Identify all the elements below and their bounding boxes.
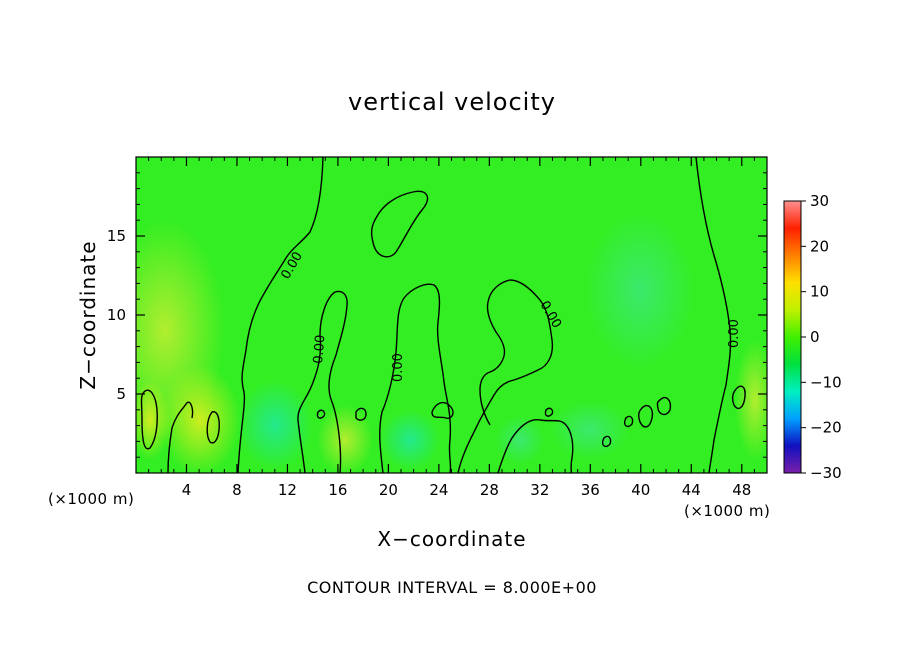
contour-label: 0.00: [391, 353, 406, 382]
x-tick-label: 16: [328, 481, 347, 499]
warm-region: [160, 365, 240, 473]
chart-title: vertical velocity: [348, 88, 556, 116]
cool-region: [380, 410, 440, 470]
colorbar-tick-label: −20: [810, 419, 842, 437]
x-tick-label: 28: [480, 481, 499, 499]
warm-region: [735, 340, 767, 460]
contour-lines: [140, 157, 746, 473]
contour-line: [167, 401, 194, 473]
contour-line: [355, 407, 367, 421]
cool-region: [550, 400, 630, 460]
cool-region: [495, 415, 545, 465]
contour-line: [695, 157, 732, 473]
contour-line: [379, 283, 452, 473]
contour-line: [457, 279, 554, 473]
x-unit-label-left: (×1000 m): [48, 490, 135, 508]
x-tick-label: 40: [631, 481, 650, 499]
x-tick-label: 8: [232, 481, 242, 499]
cool-region: [237, 380, 313, 470]
colorbar-tick-label: 10: [810, 283, 829, 301]
contour-line: [370, 190, 429, 258]
x-axis-ticks: 4 8 12 16 20 24 28 32 36 40 44 48: [148, 157, 755, 499]
contour-line: [544, 407, 554, 417]
x-tick-label: 48: [732, 481, 751, 499]
contour-line: [497, 419, 574, 473]
contour-line: [297, 290, 348, 473]
contour-line: [656, 396, 672, 416]
contour-line: [623, 415, 634, 428]
contour-interval-note: CONTOUR INTERVAL = 8.000E+00: [307, 578, 597, 597]
x-tick-label: 24: [429, 481, 448, 499]
x-unit-label-right: (×1000 m): [684, 502, 771, 520]
colorbar-tick-label: 20: [810, 237, 829, 255]
contour-line: [601, 435, 612, 448]
y-tick-label: 10: [107, 306, 126, 324]
colorbar-tick-label: 0: [810, 328, 820, 346]
contour-line: [431, 401, 454, 419]
warm-region: [136, 380, 170, 460]
x-tick-label: 44: [682, 481, 701, 499]
velocity-field: 0.00 0.00 0.00 0.00 0.00: [136, 157, 767, 473]
x-axis-label: X−coordinate: [377, 527, 527, 551]
colorbar-tick-label: −30: [810, 464, 842, 482]
colorbar-gradient: [784, 201, 801, 473]
x-tick-label: 4: [182, 481, 192, 499]
contour-line: [237, 157, 324, 473]
y-tick-label: 5: [116, 385, 126, 403]
colorbar-tick-label: 30: [810, 192, 829, 210]
contour-line: [731, 385, 746, 410]
contour-line: [316, 409, 326, 419]
contour-label: 0.00: [727, 319, 742, 348]
x-tick-label: 32: [530, 481, 549, 499]
cool-region: [585, 210, 695, 370]
contour-line: [637, 404, 654, 428]
y-axis-ticks: 5 10 15: [107, 172, 767, 458]
x-tick-label: 12: [278, 481, 297, 499]
x-tick-label: 36: [581, 481, 600, 499]
x-tick-label: 20: [379, 481, 398, 499]
colorbar-ticks: 30 20 10 0 −10 −20 −30: [801, 192, 842, 482]
warm-region: [317, 405, 373, 473]
colorbar-tick-label: −10: [810, 373, 842, 391]
contour-line: [206, 411, 220, 444]
y-tick-label: 15: [107, 227, 126, 245]
contour-line: [140, 389, 158, 450]
colorbar: 30 20 10 0 −10 −20 −30: [783, 192, 842, 482]
contour-label: 0.00: [311, 334, 328, 364]
